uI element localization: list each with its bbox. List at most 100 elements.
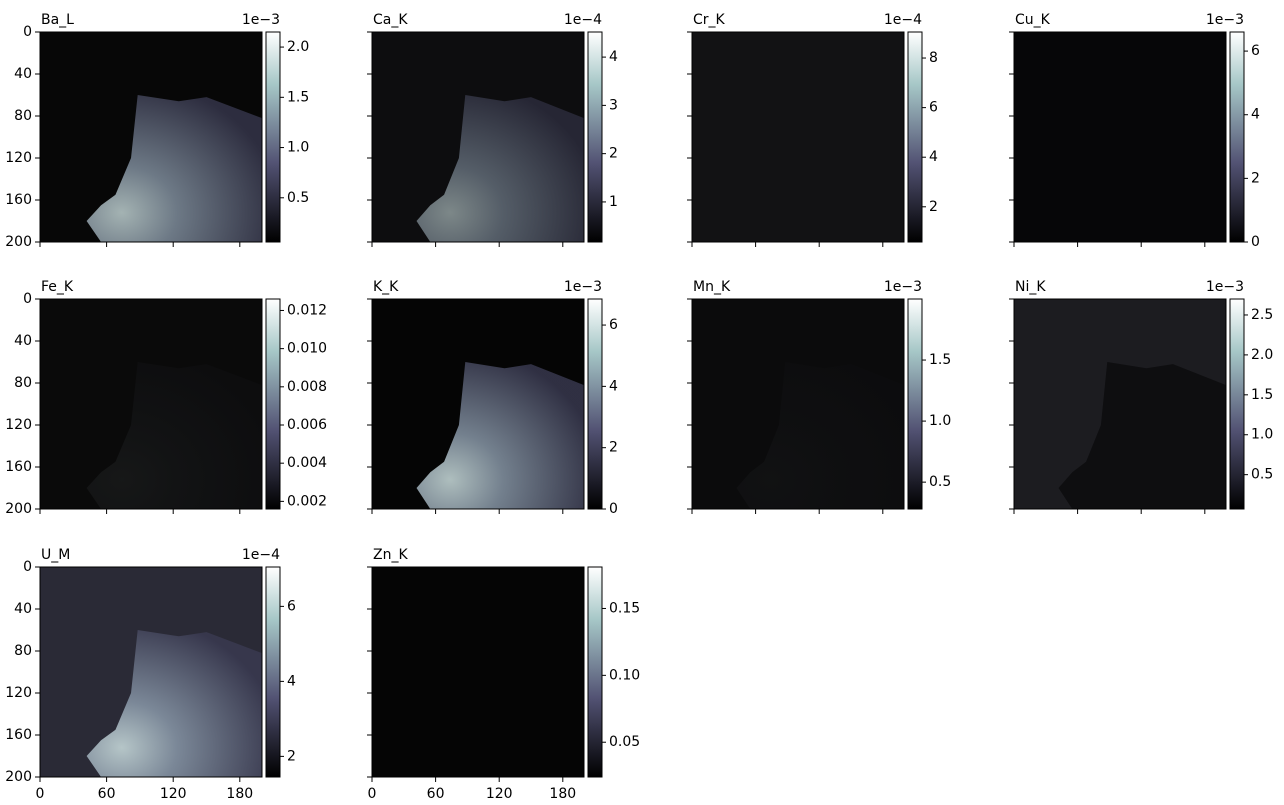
colorbar-offset: 1e−4 [564,12,602,28]
colorbar [587,566,603,778]
image-region [86,630,263,777]
colorbar-tick-label: 0.05 [609,734,640,750]
colorbar-tick-label: 1.5 [929,352,951,368]
image [372,567,584,777]
x-tick-label: 60 [98,786,116,802]
colorbar-tick-label: 0.5 [1251,467,1273,483]
colorbar-tick-label: 1.0 [929,413,951,429]
axes-frame [1013,31,1227,243]
x-tick-label: 180 [226,786,253,802]
colorbar-tick-label: 2.0 [1251,347,1273,363]
colorbar-tick-label: 0.15 [609,600,640,616]
panel: Ca_K 1 2 3 4 1e−4 [367,12,618,247]
panel: Cu_K 0 2 4 6 1e−3 [1009,12,1260,250]
y-tick-label: 120 [5,150,32,166]
colorbar-tick-label: 6 [287,598,296,614]
colorbar [587,31,603,243]
colorbar-tick-label: 2.0 [287,39,309,55]
colorbar-tick-label: 0.5 [929,474,951,490]
colorbar-tick-label: 4 [609,378,618,394]
colorbar-tick-label: 6 [929,100,938,116]
colorbar-tick-label: 4 [287,673,296,689]
axes-frame [371,31,585,243]
axes-frame [1013,298,1227,510]
y-tick-label: 40 [14,333,32,349]
y-tick-label: 200 [5,769,32,785]
y-tick-label: 200 [5,234,32,250]
axes-frame [39,566,263,778]
y-tick-label: 40 [14,66,32,82]
colorbar-tick-label: 0.002 [287,493,327,509]
panel-title: Mn_K [693,279,731,295]
panel: Ba_L 0 40 80 120 160 200 0.5 1.0 1.5 2.0 1e−3 [5,12,309,250]
y-tick-label: 80 [14,108,32,124]
y-tick-label: 0 [23,559,32,575]
colorbar-tick-label: 0.006 [287,417,327,433]
panel: Ni_K 0.5 1.0 1.5 2.0 2.5 1e−3 [1009,279,1273,514]
panel-title: Ba_L [41,12,74,28]
image-region [86,362,263,509]
image-region [1058,362,1226,509]
colorbar [907,31,923,243]
x-tick-label: 180 [549,786,576,802]
colorbar [265,566,281,778]
colorbar-offset: 1e−3 [242,12,280,28]
x-tick-label: 0 [36,786,45,802]
colorbar [1229,31,1245,243]
colorbar-offset: 1e−3 [564,279,602,295]
x-tick-label: 120 [160,786,187,802]
image-region [416,95,584,242]
colorbar-tick-label: 2 [287,748,296,764]
colorbar-tick-label: 0 [609,501,618,517]
panel-title: Ca_K [373,12,408,28]
colorbar-tick-label: 2 [609,440,618,456]
colorbar-tick-label: 0 [1251,234,1260,250]
y-tick-label: 80 [14,643,32,659]
y-tick-label: 120 [5,417,32,433]
axes-frame [371,566,585,778]
colorbar-tick-label: 2.5 [1251,307,1273,323]
colorbar-tick-label: 2 [1251,170,1260,186]
panel-title: K_K [373,279,399,295]
colorbar-tick-label: 1.0 [287,140,309,156]
colorbar-tick-label: 0.10 [609,667,640,683]
panel: K_K 0 2 4 6 1e−3 [367,279,618,517]
panel-title: Fe_K [41,279,74,295]
colorbar-tick-label: 6 [1251,43,1260,59]
panel-title: Zn_K [373,547,408,563]
colorbar-tick-label: 2 [929,199,938,215]
axes-frame [39,31,263,243]
image [692,299,904,509]
colorbar-tick-label: 1 [609,194,618,210]
colorbar-tick-label: 0.008 [287,379,327,395]
colorbar-tick-label: 0.010 [287,341,327,357]
y-tick-label: 0 [23,291,32,307]
y-tick-label: 160 [5,459,32,475]
colorbar-offset: 1e−3 [884,279,922,295]
colorbar-tick-label: 0.5 [287,190,309,206]
panel: Zn_K 0 60 120 180 0.05 0.10 0.15 [367,547,640,802]
y-tick-label: 160 [5,727,32,743]
colorbar-tick-label: 3 [609,97,618,113]
colorbar-tick-label: 1.0 [1251,427,1273,443]
colorbar-offset: 1e−3 [1206,12,1244,28]
colorbar [265,31,281,243]
panel-title: Ni_K [1015,279,1046,295]
colorbar-tick-label: 1.5 [1251,387,1273,403]
x-tick-label: 0 [368,786,377,802]
colorbar-tick-label: 6 [609,317,618,333]
y-tick-label: 160 [5,192,32,208]
colorbar-tick-label: 0.012 [287,302,327,318]
panel-title: U_M [41,547,70,563]
image-region [416,362,584,509]
colorbar [265,298,281,510]
y-tick-label: 40 [14,601,32,617]
colorbar-offset: 1e−3 [1206,279,1244,295]
y-tick-label: 80 [14,375,32,391]
image [1014,32,1226,242]
y-tick-label: 120 [5,685,32,701]
image-region [86,95,263,242]
colorbar [907,298,923,510]
